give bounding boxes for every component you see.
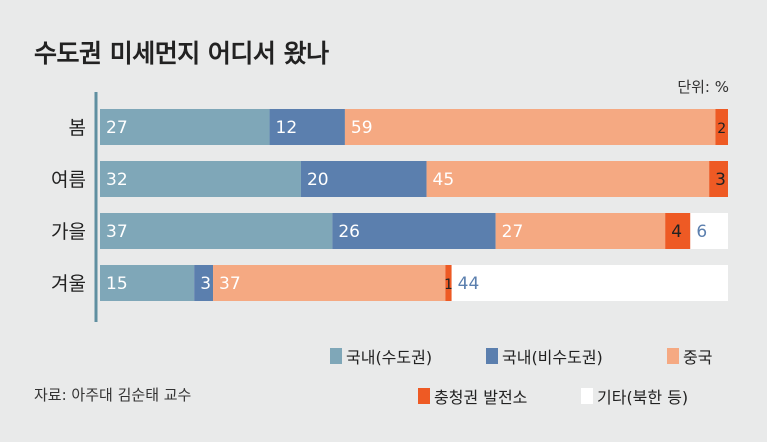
- bar-0-2: [344, 109, 716, 145]
- bar-value-label-3-1: 3: [200, 274, 211, 294]
- bar-0-3: [715, 109, 728, 145]
- bar-value-label-1-1: 20: [307, 170, 329, 190]
- bar-2-0: [100, 213, 333, 249]
- bar-value-label-0-0: 27: [106, 118, 128, 138]
- source-note: 자료: 아주대 김순태 교수: [34, 386, 192, 404]
- category-label-0: 봄: [69, 117, 86, 139]
- bar-2-1: [332, 213, 496, 249]
- bar-3-4: [451, 265, 728, 301]
- bar-value-label-2-4: 6: [696, 222, 707, 242]
- bar-1-0: [100, 161, 301, 197]
- bar-3-1: [194, 265, 214, 301]
- bar-1-3: [709, 161, 728, 197]
- bar-0-0: [100, 109, 270, 145]
- bar-2-2: [495, 213, 666, 249]
- bar-3-0: [100, 265, 195, 301]
- bar-value-label-1-2: 45: [433, 170, 455, 190]
- bar-value-label-0-3: 2: [717, 121, 726, 137]
- bar-1-1: [300, 161, 427, 197]
- category-label-3: 겨울: [51, 273, 86, 295]
- category-label-2: 가을: [51, 221, 86, 243]
- bar-value-label-1-3: 3: [715, 170, 726, 190]
- bar-value-label-3-4: 44: [458, 274, 480, 294]
- chart-title: 수도권 미세먼지 어디서 왔나: [34, 39, 329, 68]
- bar-value-label-0-1: 12: [276, 118, 298, 138]
- bar-2-3: [665, 213, 691, 249]
- bar-1-2: [426, 161, 710, 197]
- bar-value-label-3-2: 37: [219, 274, 241, 294]
- category-label-1: 여름: [51, 169, 86, 191]
- bar-value-label-2-2: 27: [502, 222, 524, 242]
- bar-value-label-2-0: 37: [106, 222, 128, 242]
- unit-label: 단위: %: [677, 78, 729, 96]
- bar-value-label-0-2: 59: [351, 118, 373, 138]
- bar-value-label-2-3: 4: [671, 222, 682, 242]
- bar-3-2: [213, 265, 446, 301]
- bar-value-label-1-0: 32: [106, 170, 128, 190]
- bar-value-label-3-0: 15: [106, 274, 128, 294]
- bar-2-4: [690, 213, 728, 249]
- bar-value-label-3-3: 1: [444, 277, 453, 293]
- bar-3-3: [445, 265, 452, 301]
- bar-value-label-2-1: 26: [338, 222, 360, 242]
- bar-0-1: [269, 109, 345, 145]
